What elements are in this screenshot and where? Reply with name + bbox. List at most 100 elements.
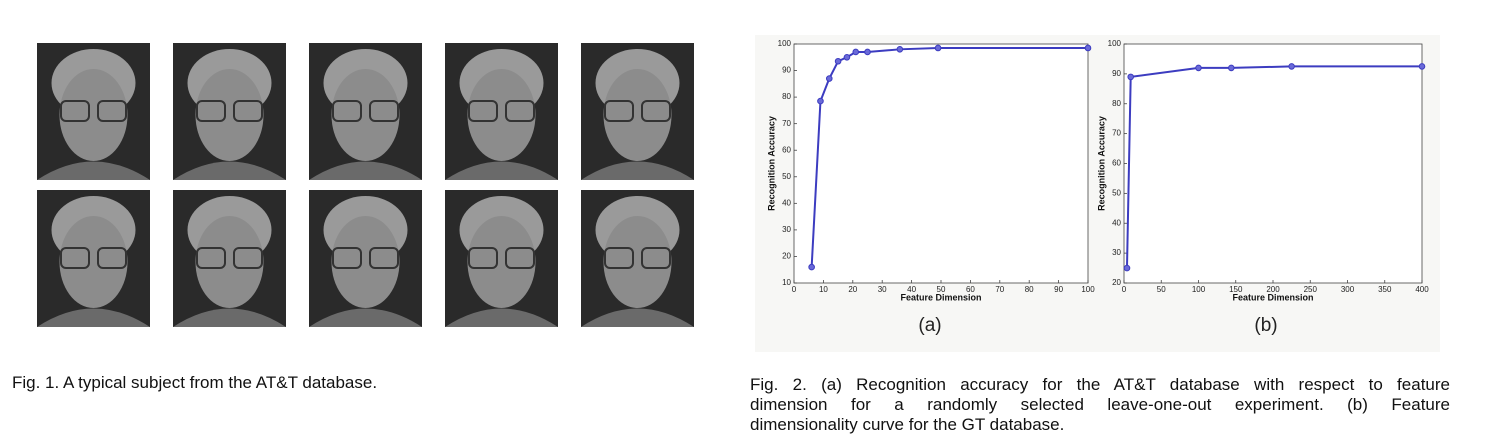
y-tick-label: 70 [1112, 129, 1121, 138]
x-tick-label: 300 [1341, 285, 1355, 294]
face-glasses [604, 247, 634, 269]
data-point [896, 46, 904, 53]
face-glasses [369, 100, 399, 122]
figure-caption: Fig. 1. A typical subject from the AT&T … [12, 373, 378, 392]
data-point [852, 48, 860, 56]
x-tick-label: 60 [966, 285, 975, 294]
face-glasses [641, 247, 671, 269]
panel-label: (a) [918, 315, 941, 336]
face-skin [59, 216, 128, 308]
x-tick-label: 150 [1229, 285, 1243, 294]
face-grid [37, 43, 694, 327]
data-point [1227, 64, 1235, 72]
y-tick-label: 30 [1112, 248, 1121, 257]
y-tick-label: 20 [1112, 278, 1121, 287]
face-skin [195, 69, 264, 161]
data-point [1123, 264, 1131, 272]
x-tick-label: 40 [907, 285, 916, 294]
y-tick-label: 80 [782, 92, 791, 101]
face-glasses [196, 100, 226, 122]
face-shoulders [309, 161, 422, 180]
y-tick-label: 90 [1112, 69, 1121, 78]
face-shoulders [173, 161, 286, 180]
face-glasses [60, 100, 90, 122]
face-skin [195, 216, 264, 308]
x-tick-label: 30 [878, 285, 887, 294]
y-tick-label: 40 [782, 198, 791, 207]
face-skin [603, 216, 672, 308]
face-skin [603, 69, 672, 161]
face-shoulders [309, 308, 422, 327]
face-glasses [641, 100, 671, 122]
face-glasses [604, 100, 634, 122]
data-point [834, 57, 842, 65]
x-tick-label: 70 [995, 285, 1004, 294]
face-skin [59, 69, 128, 161]
face-glasses [332, 100, 362, 122]
data-point [1288, 63, 1295, 70]
data-line [1125, 65, 1422, 269]
y-tick-label: 50 [1112, 188, 1121, 197]
face-glasses [60, 247, 90, 269]
data-point [1418, 63, 1426, 70]
x-tick-label: 250 [1304, 285, 1318, 294]
x-tick-label: 350 [1378, 285, 1392, 294]
caption-line: dimension for a randomly selected leave-… [750, 395, 1450, 414]
face-glasses [97, 100, 127, 122]
y-tick-label: 100 [778, 39, 792, 48]
x-axis-label: Feature Dimension [900, 292, 981, 302]
face-glasses [332, 247, 362, 269]
y-tick-label: 50 [782, 172, 791, 181]
data-point [825, 75, 833, 82]
data-line [810, 46, 1088, 268]
x-tick-label: 50 [1157, 285, 1166, 294]
y-tick-label: 40 [1112, 218, 1121, 227]
data-point [1195, 64, 1202, 72]
face-skin [467, 69, 536, 161]
x-tick-label: 80 [1025, 285, 1034, 294]
data-point [808, 263, 815, 271]
y-tick-label: 100 [1108, 39, 1122, 48]
face-shoulders [37, 308, 150, 327]
y-axis-label: Recognition Accuracy [1096, 116, 1106, 211]
face-glasses [505, 247, 535, 269]
x-tick-label: 90 [1054, 285, 1063, 294]
y-tick-label: 70 [782, 119, 791, 128]
caption-line: Fig. 2. (a) Recognition accuracy for the… [750, 375, 1450, 394]
x-tick-label: 0 [1122, 285, 1127, 294]
y-tick-label: 10 [782, 278, 791, 287]
data-point [843, 53, 851, 61]
face-glasses [97, 247, 127, 269]
face-shoulders [581, 161, 694, 180]
panel-label: (b) [1254, 315, 1277, 336]
x-axis-label: Feature Dimension [1232, 292, 1313, 302]
y-tick-label: 90 [782, 66, 791, 75]
face-shoulders [445, 161, 558, 180]
face-glasses [505, 100, 535, 122]
x-tick-label: 20 [848, 285, 857, 294]
face-glasses [369, 247, 399, 269]
x-tick-label: 100 [1192, 285, 1206, 294]
x-tick-label: 50 [937, 285, 946, 294]
face-skin [331, 69, 400, 161]
plot-area [1123, 43, 1423, 284]
x-tick-label: 0 [792, 285, 797, 294]
y-tick-label: 60 [782, 145, 791, 154]
face-skin [467, 216, 536, 308]
figure-caption: Fig. 2. (a) Recognition accuracy for the… [750, 375, 1450, 435]
x-tick-label: 400 [1415, 285, 1429, 294]
face-shoulders [445, 308, 558, 327]
face-skin [331, 216, 400, 308]
x-tick-label: 100 [1081, 285, 1095, 294]
face-glasses [233, 247, 263, 269]
face-glasses [468, 100, 498, 122]
y-tick-label: 80 [1112, 99, 1121, 108]
face-glasses [468, 247, 498, 269]
data-point [1127, 73, 1135, 81]
face-glasses [196, 247, 226, 269]
data-point [817, 97, 824, 105]
plot-area [793, 43, 1089, 284]
y-tick-label: 30 [782, 225, 791, 234]
